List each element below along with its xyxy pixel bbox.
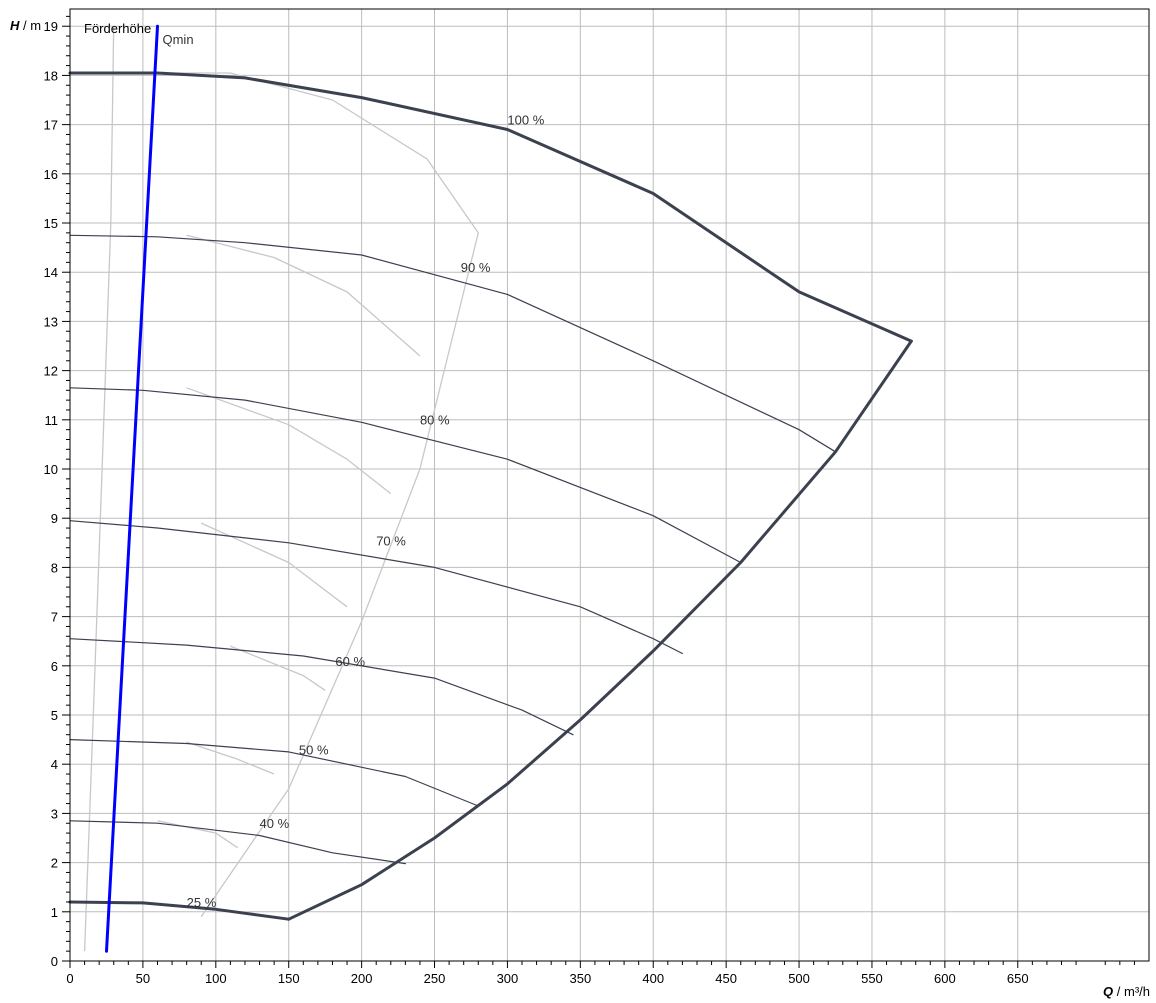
aux-curve (83, 26, 115, 952)
x-tick-label: 450 (715, 971, 737, 986)
speed-curve (68, 71, 913, 343)
x-axis-title: Q / m³/h (1103, 984, 1150, 999)
speed-curve-label: 80 % (420, 413, 450, 428)
x-tick-label: 100 (205, 971, 227, 986)
y-tick-label: 8 (51, 560, 58, 575)
y-tick-label: 4 (51, 757, 58, 772)
aux-curve (186, 387, 392, 495)
y-tick-label: 12 (44, 364, 58, 379)
x-tick-label: 150 (278, 971, 300, 986)
x-tick-label: 500 (788, 971, 810, 986)
axis-ticks: 0 50 100 150 200 250 300 350 400 450 500 550 600 650 0… (44, 15, 1135, 986)
y-axis-title: H / m (10, 18, 41, 33)
x-axis-unit: m³/h (1124, 984, 1150, 999)
x-tick-label: 250 (424, 971, 446, 986)
y-axis-unit: m (30, 18, 41, 33)
x-axis-var: Q (1103, 984, 1113, 999)
x-tick-label: 550 (861, 971, 883, 986)
x-axis-sep: / (1113, 984, 1124, 999)
curve-labels: 100 % 90 % 80 % 70 % 60 % 50 % 40 % 25 % (187, 113, 545, 910)
aux-curves (83, 26, 479, 952)
x-tick-label: 0 (66, 971, 73, 986)
y-axis-sep: / (19, 18, 30, 33)
speed-curve-label: 90 % (461, 260, 491, 275)
x-tick-label: 200 (351, 971, 373, 986)
y-tick-label: 10 (44, 462, 58, 477)
y-tick-label: 13 (44, 314, 58, 329)
y-tick-label: 2 (51, 856, 58, 871)
chart-title: Förderhöhe (84, 21, 151, 36)
y-axis-var: H (10, 18, 20, 33)
grid (70, 9, 1149, 961)
y-tick-label: 15 (44, 216, 58, 231)
y-tick-label: 5 (51, 708, 58, 723)
x-tick-label: 300 (497, 971, 519, 986)
qmin-label: Qmin (162, 32, 193, 47)
speed-curves (68, 71, 913, 921)
y-tick-label: 1 (51, 905, 58, 920)
speed-curve (69, 638, 574, 736)
speed-curve-label: 60 % (335, 654, 365, 669)
x-tick-label: 350 (569, 971, 591, 986)
aux-curve (186, 741, 275, 775)
aux-curve (172, 72, 479, 918)
speed-curve-label: 100 % (507, 113, 544, 128)
speed-curve (69, 738, 479, 807)
y-tick-label: 7 (51, 610, 58, 625)
qmin-group: Qmin (105, 24, 194, 953)
x-tick-label: 600 (934, 971, 956, 986)
aux-curve (230, 645, 326, 691)
limit-curve (287, 339, 913, 921)
x-tick-label: 400 (642, 971, 664, 986)
aux-curve (157, 820, 239, 849)
y-tick-label: 18 (44, 68, 58, 83)
speed-curve (69, 520, 684, 655)
limit-curve-group (287, 339, 913, 921)
speed-curve (69, 820, 406, 865)
speed-curve (69, 234, 837, 453)
qmin-line (105, 24, 159, 953)
y-tick-label: 11 (45, 413, 59, 428)
y-tick-label: 6 (51, 659, 58, 674)
speed-curve-label: 25 % (187, 895, 217, 910)
y-tick-label: 17 (44, 118, 58, 133)
speed-curve (69, 387, 742, 564)
y-tick-label: 9 (51, 511, 58, 526)
y-tick-label: 0 (51, 954, 58, 969)
y-tick-label: 16 (44, 167, 58, 182)
y-tick-label: 14 (44, 265, 58, 280)
y-tick-label: 3 (51, 806, 58, 821)
x-tick-label: 50 (136, 971, 150, 986)
speed-curve-label: 70 % (376, 533, 406, 548)
speed-curve (68, 900, 291, 921)
y-tick-label: 19 (44, 19, 58, 34)
x-tick-label: 650 (1007, 971, 1029, 986)
aux-curve (186, 234, 421, 357)
speed-curve-label: 40 % (260, 816, 290, 831)
speed-curve-label: 50 % (299, 742, 329, 757)
